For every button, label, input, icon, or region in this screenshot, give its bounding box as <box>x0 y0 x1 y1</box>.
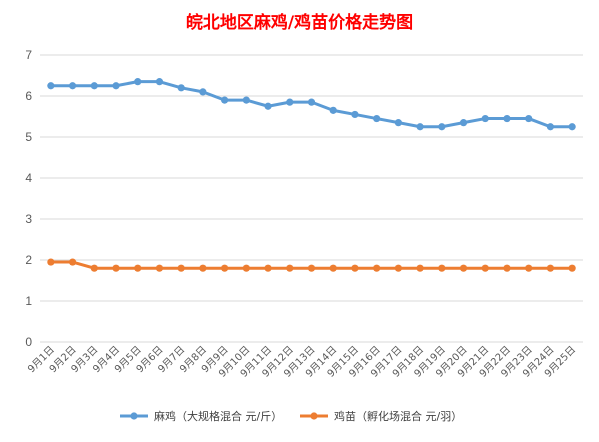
data-point <box>503 114 511 123</box>
data-point <box>242 264 250 272</box>
data-point <box>525 114 533 123</box>
y-tick-label: 5 <box>25 130 32 144</box>
data-point <box>351 264 359 272</box>
series-layer <box>47 78 576 272</box>
data-point <box>47 82 55 90</box>
data-point <box>221 96 229 104</box>
data-point <box>373 114 381 123</box>
legend-label-1: 鸡苗（孵化场混合 元/羽） <box>334 409 462 423</box>
y-tick-label: 7 <box>25 48 32 62</box>
data-point <box>503 264 511 272</box>
data-point <box>394 119 402 127</box>
series-0 <box>47 78 576 131</box>
data-point <box>329 264 337 272</box>
data-point <box>112 82 120 90</box>
y-tick-label: 3 <box>25 212 32 226</box>
data-point <box>373 264 381 272</box>
data-point <box>459 264 468 272</box>
data-point <box>199 264 207 272</box>
legend: 麻鸡（大规格混合 元/斤） 鸡苗（孵化场混合 元/羽） <box>120 409 462 423</box>
grid-layer <box>40 54 583 343</box>
data-point <box>264 264 272 272</box>
legend-marker-1 <box>310 412 318 420</box>
data-point <box>68 258 77 266</box>
data-point <box>47 258 55 266</box>
data-point <box>155 78 164 86</box>
chart-title: 皖北地区麻鸡/鸡苗价格走势图 <box>186 12 413 33</box>
data-point <box>134 264 142 272</box>
data-point <box>416 264 424 272</box>
data-point <box>329 106 337 114</box>
data-point <box>286 264 294 272</box>
series-1 <box>47 258 576 272</box>
data-point <box>438 123 446 131</box>
y-axis-ticks: 0 1 2 3 4 5 6 7 <box>25 48 32 349</box>
data-point <box>242 96 250 104</box>
data-point <box>438 264 446 272</box>
y-tick-label: 1 <box>25 294 32 308</box>
data-point <box>459 119 468 127</box>
data-point <box>177 264 185 272</box>
data-point <box>525 264 533 272</box>
data-point <box>221 264 229 272</box>
data-point <box>134 78 142 86</box>
data-point <box>394 264 402 272</box>
data-point <box>546 264 555 272</box>
data-point <box>481 264 489 272</box>
data-point <box>351 110 359 119</box>
data-point <box>90 264 98 272</box>
data-point <box>112 264 120 272</box>
legend-label-0: 麻鸡（大规格混合 元/斤） <box>154 409 282 423</box>
data-point <box>68 82 77 90</box>
y-tick-label: 0 <box>25 335 32 349</box>
y-tick-label: 6 <box>25 89 32 103</box>
y-tick-label: 4 <box>25 171 32 185</box>
data-point <box>546 123 555 131</box>
data-point <box>177 84 185 92</box>
data-point <box>568 123 576 131</box>
legend-marker-0 <box>130 412 138 420</box>
data-point <box>481 114 489 123</box>
data-point <box>416 123 424 131</box>
data-point <box>264 102 272 110</box>
data-point <box>568 264 576 272</box>
data-point <box>155 264 164 272</box>
data-point <box>199 88 207 96</box>
x-axis-ticks: 9月1日9月2日9月3日9月4日9月5日9月6日9月7日9月8日9月9日9月10… <box>25 344 578 380</box>
data-point <box>286 98 294 106</box>
data-point <box>90 82 98 90</box>
data-point <box>307 264 316 272</box>
y-tick-label: 2 <box>25 253 32 267</box>
data-point <box>307 98 316 106</box>
